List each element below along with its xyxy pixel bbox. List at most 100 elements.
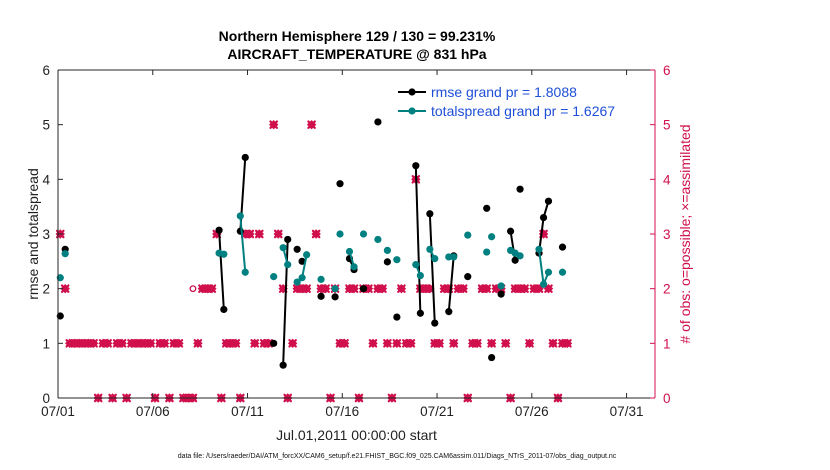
obs-assimilated-mark bbox=[254, 229, 264, 239]
totalspread-point bbox=[293, 278, 301, 286]
totalspread-point bbox=[359, 230, 368, 238]
rmse-point bbox=[220, 305, 228, 314]
rmse-point bbox=[558, 243, 567, 251]
obs-assimilated-mark bbox=[377, 283, 388, 294]
rmse-point bbox=[336, 180, 344, 188]
totalspread-point bbox=[516, 252, 524, 260]
obs-assimilated-mark bbox=[301, 283, 312, 294]
obs-assimilated-mark bbox=[268, 119, 279, 130]
legend-spread-marker bbox=[408, 107, 416, 115]
obs-assimilated-mark bbox=[273, 229, 283, 239]
totalspread-point bbox=[450, 253, 458, 261]
rmse-series bbox=[56, 118, 567, 369]
obs-assimilated-mark bbox=[562, 338, 573, 349]
obs-assimilated-mark bbox=[231, 338, 241, 349]
obs-assimilated-mark bbox=[486, 338, 497, 349]
obs-assimilated-mark bbox=[349, 283, 359, 294]
x-tick-label: 07/16 bbox=[325, 404, 359, 419]
obs-assimilated-mark bbox=[524, 338, 535, 349]
obs-assimilated-mark bbox=[434, 338, 445, 349]
legend-spread-label: totalspread grand pr = 1.6267 bbox=[431, 103, 615, 119]
totalspread-point bbox=[374, 235, 382, 244]
totalspread-point bbox=[303, 251, 311, 259]
x-tick-label: 07/06 bbox=[136, 404, 170, 419]
totalspread-point bbox=[412, 261, 420, 269]
rmse-point bbox=[445, 308, 453, 316]
x-axis-label: Jul.01,2011 00:00:00 start bbox=[276, 427, 437, 443]
rmse-point bbox=[383, 258, 391, 266]
obs-assimilated-mark bbox=[449, 338, 459, 349]
y-right-tick-label: 4 bbox=[663, 172, 671, 187]
legend: rmse grand pr = 1.8088 totalspread grand… bbox=[398, 84, 615, 119]
rmse-point bbox=[416, 309, 424, 317]
legend-rmse-marker bbox=[408, 88, 416, 96]
obs-assimilated-mark bbox=[548, 338, 558, 349]
totalspread-point bbox=[431, 255, 439, 263]
rmse-point bbox=[393, 313, 401, 321]
rmse-point bbox=[539, 214, 548, 222]
rmse-point bbox=[511, 256, 519, 264]
obs-assimilated-mark bbox=[88, 338, 99, 349]
rmse-point bbox=[516, 185, 524, 193]
totalspread-point bbox=[416, 271, 424, 280]
y-axis-right-label: # of obs: o=possible; ×=assimilated bbox=[677, 124, 693, 343]
totalspread-point bbox=[497, 282, 505, 290]
totalspread-point bbox=[241, 268, 249, 276]
y-right-tick-label: 6 bbox=[663, 63, 671, 78]
obs-assimilated-mark bbox=[311, 229, 321, 239]
rmse-point bbox=[215, 226, 223, 234]
totalspread-point bbox=[331, 285, 339, 293]
rmse-point bbox=[544, 197, 553, 205]
x-tick-label: 07/26 bbox=[515, 404, 549, 419]
rmse-point bbox=[241, 153, 249, 162]
obs-assimilated-mark bbox=[207, 283, 217, 294]
totalspread-point bbox=[236, 212, 244, 220]
totalspread-point bbox=[61, 250, 69, 258]
obs-assimilated-mark bbox=[102, 338, 113, 349]
axes-layer: 0 1 2 3 4 5 6 0 1 2 3 4 5 6 07/01 07/06 07/11 07/16 07/21 0… bbox=[41, 63, 671, 419]
x-tick-label: 07/01 bbox=[41, 404, 75, 419]
rmse-point bbox=[412, 162, 420, 170]
totalspread-series bbox=[56, 212, 567, 293]
totalspread-point bbox=[279, 244, 287, 252]
totalspread-point bbox=[488, 233, 496, 241]
obs-assimilated-mark bbox=[174, 338, 184, 349]
y-tick-label: 3 bbox=[42, 227, 50, 242]
y-right-tick-label: 3 bbox=[663, 227, 671, 242]
obs-assimilated-mark bbox=[193, 338, 203, 349]
plot-area bbox=[58, 70, 655, 398]
y-tick-label: 2 bbox=[42, 282, 50, 297]
rmse-point bbox=[506, 227, 515, 235]
y-right-tick-label: 0 bbox=[663, 391, 671, 406]
totalspread-point bbox=[270, 273, 278, 281]
rmse-point bbox=[270, 339, 278, 347]
series-layer bbox=[56, 118, 567, 369]
rmse-point bbox=[431, 319, 439, 327]
totalspread-point bbox=[393, 256, 401, 264]
rmse-point bbox=[374, 118, 382, 126]
obs-assimilated-mark bbox=[320, 283, 331, 294]
obs-assimilated-mark bbox=[458, 283, 468, 294]
obs-assimilated-mark bbox=[392, 338, 402, 349]
y-tick-label: 1 bbox=[42, 336, 50, 351]
totalspread-point bbox=[220, 250, 228, 258]
y-tick-label: 0 bbox=[42, 391, 50, 406]
totalspread-point bbox=[535, 245, 543, 253]
rmse-point bbox=[497, 290, 505, 298]
totalspread-point bbox=[544, 268, 553, 276]
totalspread-point bbox=[284, 261, 292, 269]
totalspread-point bbox=[558, 268, 567, 276]
rmse-point bbox=[331, 293, 339, 301]
totalspread-point bbox=[350, 263, 358, 271]
x-tick-label: 07/31 bbox=[610, 404, 644, 419]
title-line-2: AIRCRAFT_TEMPERATURE @ 831 hPa bbox=[227, 46, 486, 62]
obs-assimilated-mark bbox=[500, 338, 511, 349]
totalspread-point bbox=[345, 247, 354, 256]
rmse-point bbox=[284, 235, 292, 244]
y-right-tick-label: 5 bbox=[663, 118, 671, 133]
obs-assimilated-mark bbox=[472, 338, 482, 349]
y-axis-label: rmse and totalspread bbox=[25, 168, 41, 300]
totalspread-point bbox=[539, 280, 548, 288]
rmse-point bbox=[298, 257, 306, 265]
title-line-1: Northern Hemisphere 129 / 130 = 99.231% bbox=[219, 28, 496, 44]
